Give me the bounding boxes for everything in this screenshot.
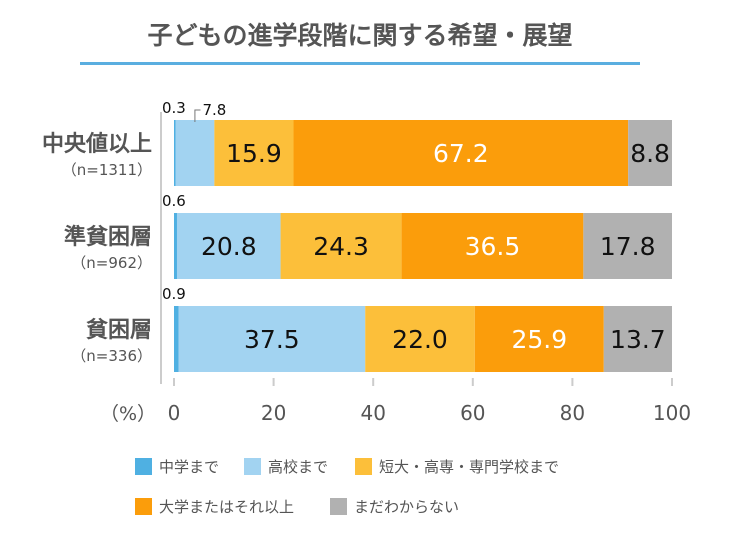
legend-label: まだわからない bbox=[354, 498, 460, 516]
data-label: 67.2 bbox=[433, 139, 489, 168]
x-tick-label: 0 bbox=[168, 401, 181, 425]
bar-segment bbox=[174, 120, 176, 186]
data-label: 0.9 bbox=[162, 285, 186, 303]
legend-swatch bbox=[355, 458, 372, 475]
bar-segment bbox=[176, 213, 281, 279]
category-label: 中央値以上 bbox=[42, 131, 152, 157]
leader-line bbox=[194, 109, 201, 122]
legend-item: 短大・高専・専門学校まで bbox=[355, 456, 559, 477]
legend-label: 大学またはそれ以上 bbox=[159, 498, 295, 516]
legend-label: 中学まで bbox=[159, 458, 220, 476]
bar-segment bbox=[178, 306, 366, 372]
x-tick-label: 40 bbox=[360, 401, 385, 425]
bar-segment bbox=[174, 306, 179, 372]
bar-segment bbox=[214, 120, 294, 186]
x-tick-label: 20 bbox=[261, 401, 286, 425]
bar-segment bbox=[365, 306, 475, 372]
bar-segment bbox=[583, 213, 672, 279]
legend-item: 大学またはそれ以上 bbox=[135, 496, 294, 517]
bar-segment bbox=[603, 306, 672, 372]
data-label: 13.7 bbox=[610, 325, 666, 354]
legend-label: 短大・高専・専門学校まで bbox=[379, 458, 560, 476]
data-label: 25.9 bbox=[511, 325, 567, 354]
data-label: 22.0 bbox=[392, 325, 448, 354]
data-label: 20.8 bbox=[201, 232, 257, 261]
legend-item: 高校まで bbox=[244, 456, 328, 477]
legend-swatch bbox=[135, 498, 152, 515]
data-label: 8.8 bbox=[630, 139, 670, 168]
x-tick-label: 60 bbox=[460, 401, 485, 425]
legend-item: まだわからない bbox=[330, 496, 459, 517]
data-label: 37.5 bbox=[244, 325, 300, 354]
data-label: 36.5 bbox=[465, 232, 521, 261]
category-n: （n=1311） bbox=[62, 161, 152, 179]
data-label: 0.3 bbox=[162, 99, 186, 117]
data-label: 24.3 bbox=[313, 232, 369, 261]
bar-segment bbox=[401, 213, 584, 279]
legend-item: 中学まで bbox=[135, 456, 219, 477]
x-tick-label: 80 bbox=[560, 401, 585, 425]
data-label: 7.8 bbox=[202, 101, 226, 119]
data-label: 0.6 bbox=[162, 192, 186, 210]
category-n: （n=336） bbox=[71, 347, 152, 365]
legend-swatch bbox=[244, 458, 261, 475]
legend-label: 高校まで bbox=[268, 458, 329, 476]
legend-swatch bbox=[135, 458, 152, 475]
legend-swatch bbox=[330, 498, 347, 515]
data-label: 17.8 bbox=[600, 232, 656, 261]
x-tick-label: 100 bbox=[653, 401, 691, 425]
category-label: 準貧困層 bbox=[64, 224, 152, 250]
bar-segment bbox=[628, 120, 672, 186]
bar-segment bbox=[293, 120, 629, 186]
bar-segment bbox=[280, 213, 402, 279]
x-axis-unit: （%） bbox=[100, 403, 156, 425]
bar-segment bbox=[175, 120, 215, 186]
bar-segment bbox=[474, 306, 604, 372]
category-label: 貧困層 bbox=[86, 317, 152, 343]
title-underline bbox=[80, 62, 640, 65]
bar-segment bbox=[174, 213, 177, 279]
chart-title: 子どもの進学段階に関する希望・展望 bbox=[147, 21, 573, 50]
category-n: （n=962） bbox=[71, 254, 152, 272]
data-label: 15.9 bbox=[226, 139, 282, 168]
